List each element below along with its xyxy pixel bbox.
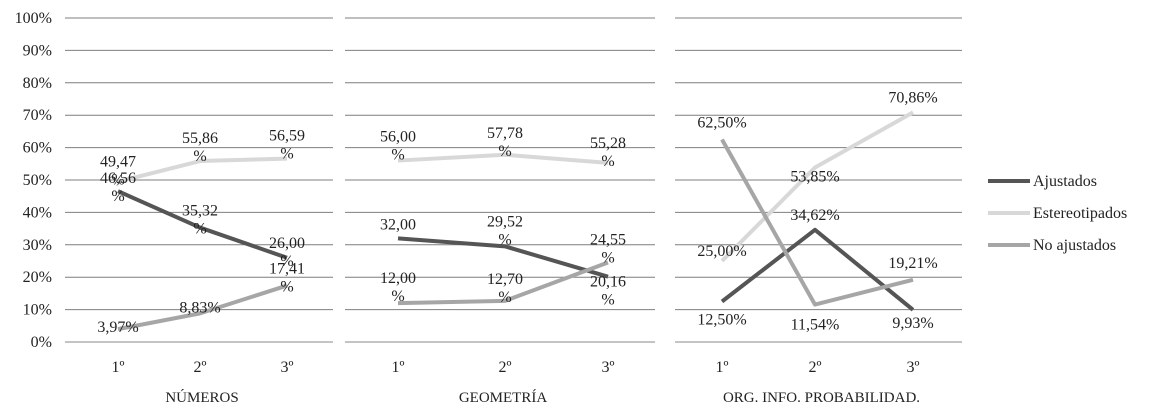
y-tick-label: 90% [23, 42, 52, 59]
data-label: 12,00% [380, 270, 416, 305]
x-tick-label: 3º [907, 359, 920, 376]
data-label: 24,55% [590, 231, 626, 266]
data-label: 3,97% [97, 319, 138, 336]
series-line [117, 283, 288, 332]
x-tick-label: 1º [392, 359, 405, 376]
data-label: 56,00% [380, 129, 416, 164]
series-line [117, 189, 288, 260]
x-tick-label: 2º [809, 359, 822, 376]
data-label: 62,50% [697, 115, 746, 132]
series-line [397, 236, 609, 279]
x-tick-label: 1º [716, 359, 729, 376]
data-label: 8,83% [179, 299, 220, 316]
x-tick-label: 1º [112, 359, 125, 376]
panel-title: GEOMETRÍA [459, 389, 547, 406]
data-label: 56,59% [269, 128, 305, 163]
panel-title: ORG. INFO. PROBABILIDAD. [723, 390, 920, 406]
series-line [720, 138, 914, 307]
series-line [117, 156, 288, 184]
series-line [397, 152, 609, 165]
y-tick-label: 80% [23, 75, 52, 92]
series-line [720, 110, 914, 263]
panel-title: NÚMEROS [165, 389, 238, 406]
data-label: 35,32% [182, 203, 218, 238]
data-label: 29,52% [487, 213, 523, 248]
y-tick-label: 20% [23, 269, 52, 286]
data-label: 12,50% [697, 312, 746, 329]
data-label: 55,28% [590, 135, 626, 170]
data-label: 19,21% [888, 255, 937, 272]
series-line [720, 227, 915, 312]
data-label: 20,16% [590, 274, 626, 309]
x-tick-label: 3º [602, 359, 615, 376]
y-tick-label: 30% [23, 237, 52, 254]
y-tick-label: 60% [23, 140, 52, 157]
series-line [397, 260, 609, 306]
legend-label: No ajustados [1033, 237, 1116, 254]
y-tick-label: 70% [23, 107, 52, 124]
legend-label: Ajustados [1033, 173, 1097, 190]
x-tick-label: 2º [194, 359, 207, 376]
data-label: 12,70% [487, 271, 523, 306]
y-tick-label: 100% [15, 10, 52, 27]
x-tick-label: 3º [281, 359, 294, 376]
data-label: 26,00% [269, 235, 305, 270]
y-tick-label: 0% [31, 334, 52, 351]
legend-label: Estereotipados [1033, 205, 1127, 222]
y-tick-label: 50% [23, 172, 52, 189]
y-tick-label: 40% [23, 204, 52, 221]
data-label: 46,56% [100, 170, 136, 205]
data-label: 9,93% [892, 315, 933, 332]
data-label: 32,00 [380, 216, 416, 233]
x-tick-label: 2º [499, 359, 512, 376]
data-label: 53,85% [790, 169, 839, 186]
data-label: 55,86% [182, 130, 218, 165]
data-label: 11,54% [791, 317, 840, 334]
data-label: 57,78% [487, 125, 523, 160]
data-label: 49,47% [100, 154, 136, 189]
y-tick-label: 10% [23, 302, 52, 319]
data-label: 34,62% [790, 207, 839, 224]
data-label: 70,86% [888, 89, 937, 106]
data-label: 25,00% [697, 243, 746, 260]
data-label: 17,41% [269, 261, 305, 296]
